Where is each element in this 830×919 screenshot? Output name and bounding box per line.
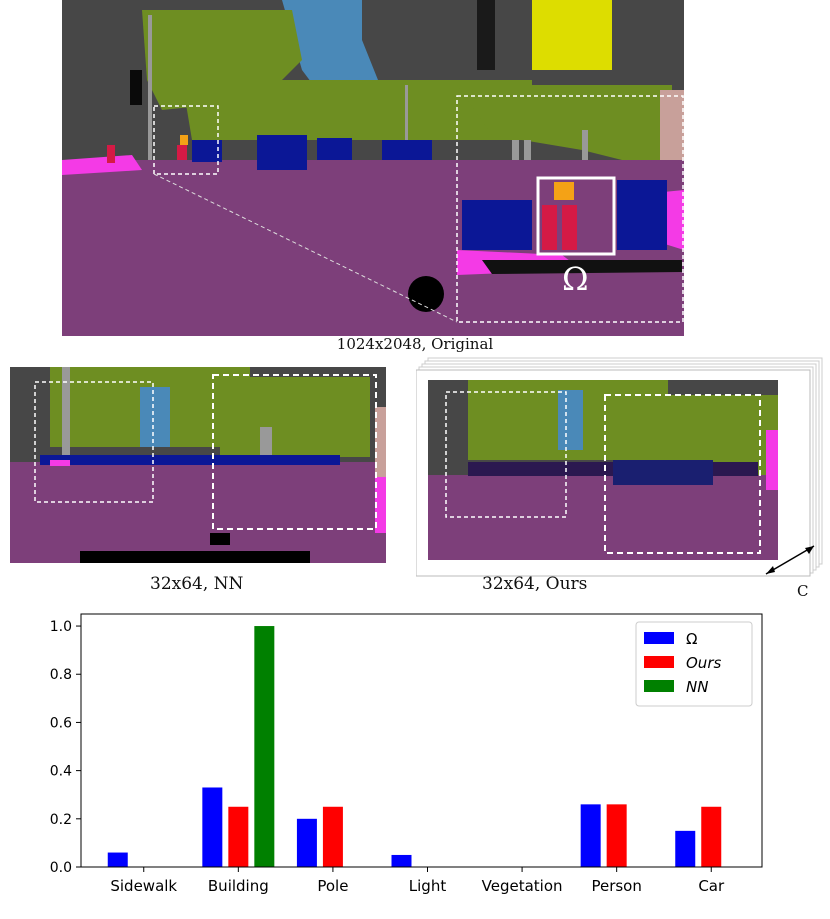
x-tick-label: Pole (317, 877, 348, 895)
x-tick-label: Person (591, 877, 641, 895)
y-tick-label: 0.2 (50, 812, 72, 828)
bar-car-ours (701, 806, 722, 867)
nn-segmentation-image (10, 367, 386, 563)
ours-caption: 32x64, Ours (482, 574, 588, 594)
bar-person-ours (606, 804, 627, 867)
bar-building-omega (202, 787, 223, 867)
bar-sidewalk-omega (107, 852, 128, 867)
x-tick-label: Building (208, 877, 269, 895)
bar-building-nn (254, 626, 275, 867)
y-tick-label: 1.0 (50, 619, 72, 635)
omega-label: Ω (562, 260, 589, 298)
original-segmentation-image: Ω (62, 0, 684, 336)
bar-car-omega (675, 830, 696, 867)
original-caption: 1024x2048, Original (336, 335, 494, 353)
legend-label: NN (686, 678, 708, 696)
channel-axis-label: C (797, 582, 809, 600)
class-distribution-chart: 0.0 0.2 0.4 0.6 0.8 1.0 Sidewalk Building Pole L… (50, 613, 763, 895)
x-tick-label: Light (409, 877, 447, 895)
x-tick-label: Vegetation (482, 877, 563, 895)
legend-label: Ours (686, 654, 721, 672)
legend-swatch (644, 656, 674, 668)
traffic-sign (532, 0, 612, 70)
bar-building-ours (228, 806, 249, 867)
nn-caption: 32x64, NN (150, 574, 244, 594)
bar-pole-ours (322, 806, 343, 867)
legend-swatch (644, 680, 674, 692)
bar-pole-omega (296, 818, 317, 867)
ours-segmentation-stack (416, 357, 823, 577)
y-tick-label: 0.0 (50, 860, 72, 876)
x-tick-label: Car (698, 877, 725, 895)
bar-person-omega (580, 804, 601, 867)
y-tick-label: 0.8 (50, 667, 72, 683)
bar-light-omega (391, 854, 412, 867)
y-tick-label: 0.6 (50, 715, 72, 731)
legend-label: Ω (686, 630, 697, 648)
legend-swatch (644, 632, 674, 644)
car-shape (192, 140, 222, 162)
x-tick-label: Sidewalk (110, 877, 177, 895)
chart-frame (80, 613, 763, 868)
y-tick-label: 0.4 (50, 764, 72, 780)
